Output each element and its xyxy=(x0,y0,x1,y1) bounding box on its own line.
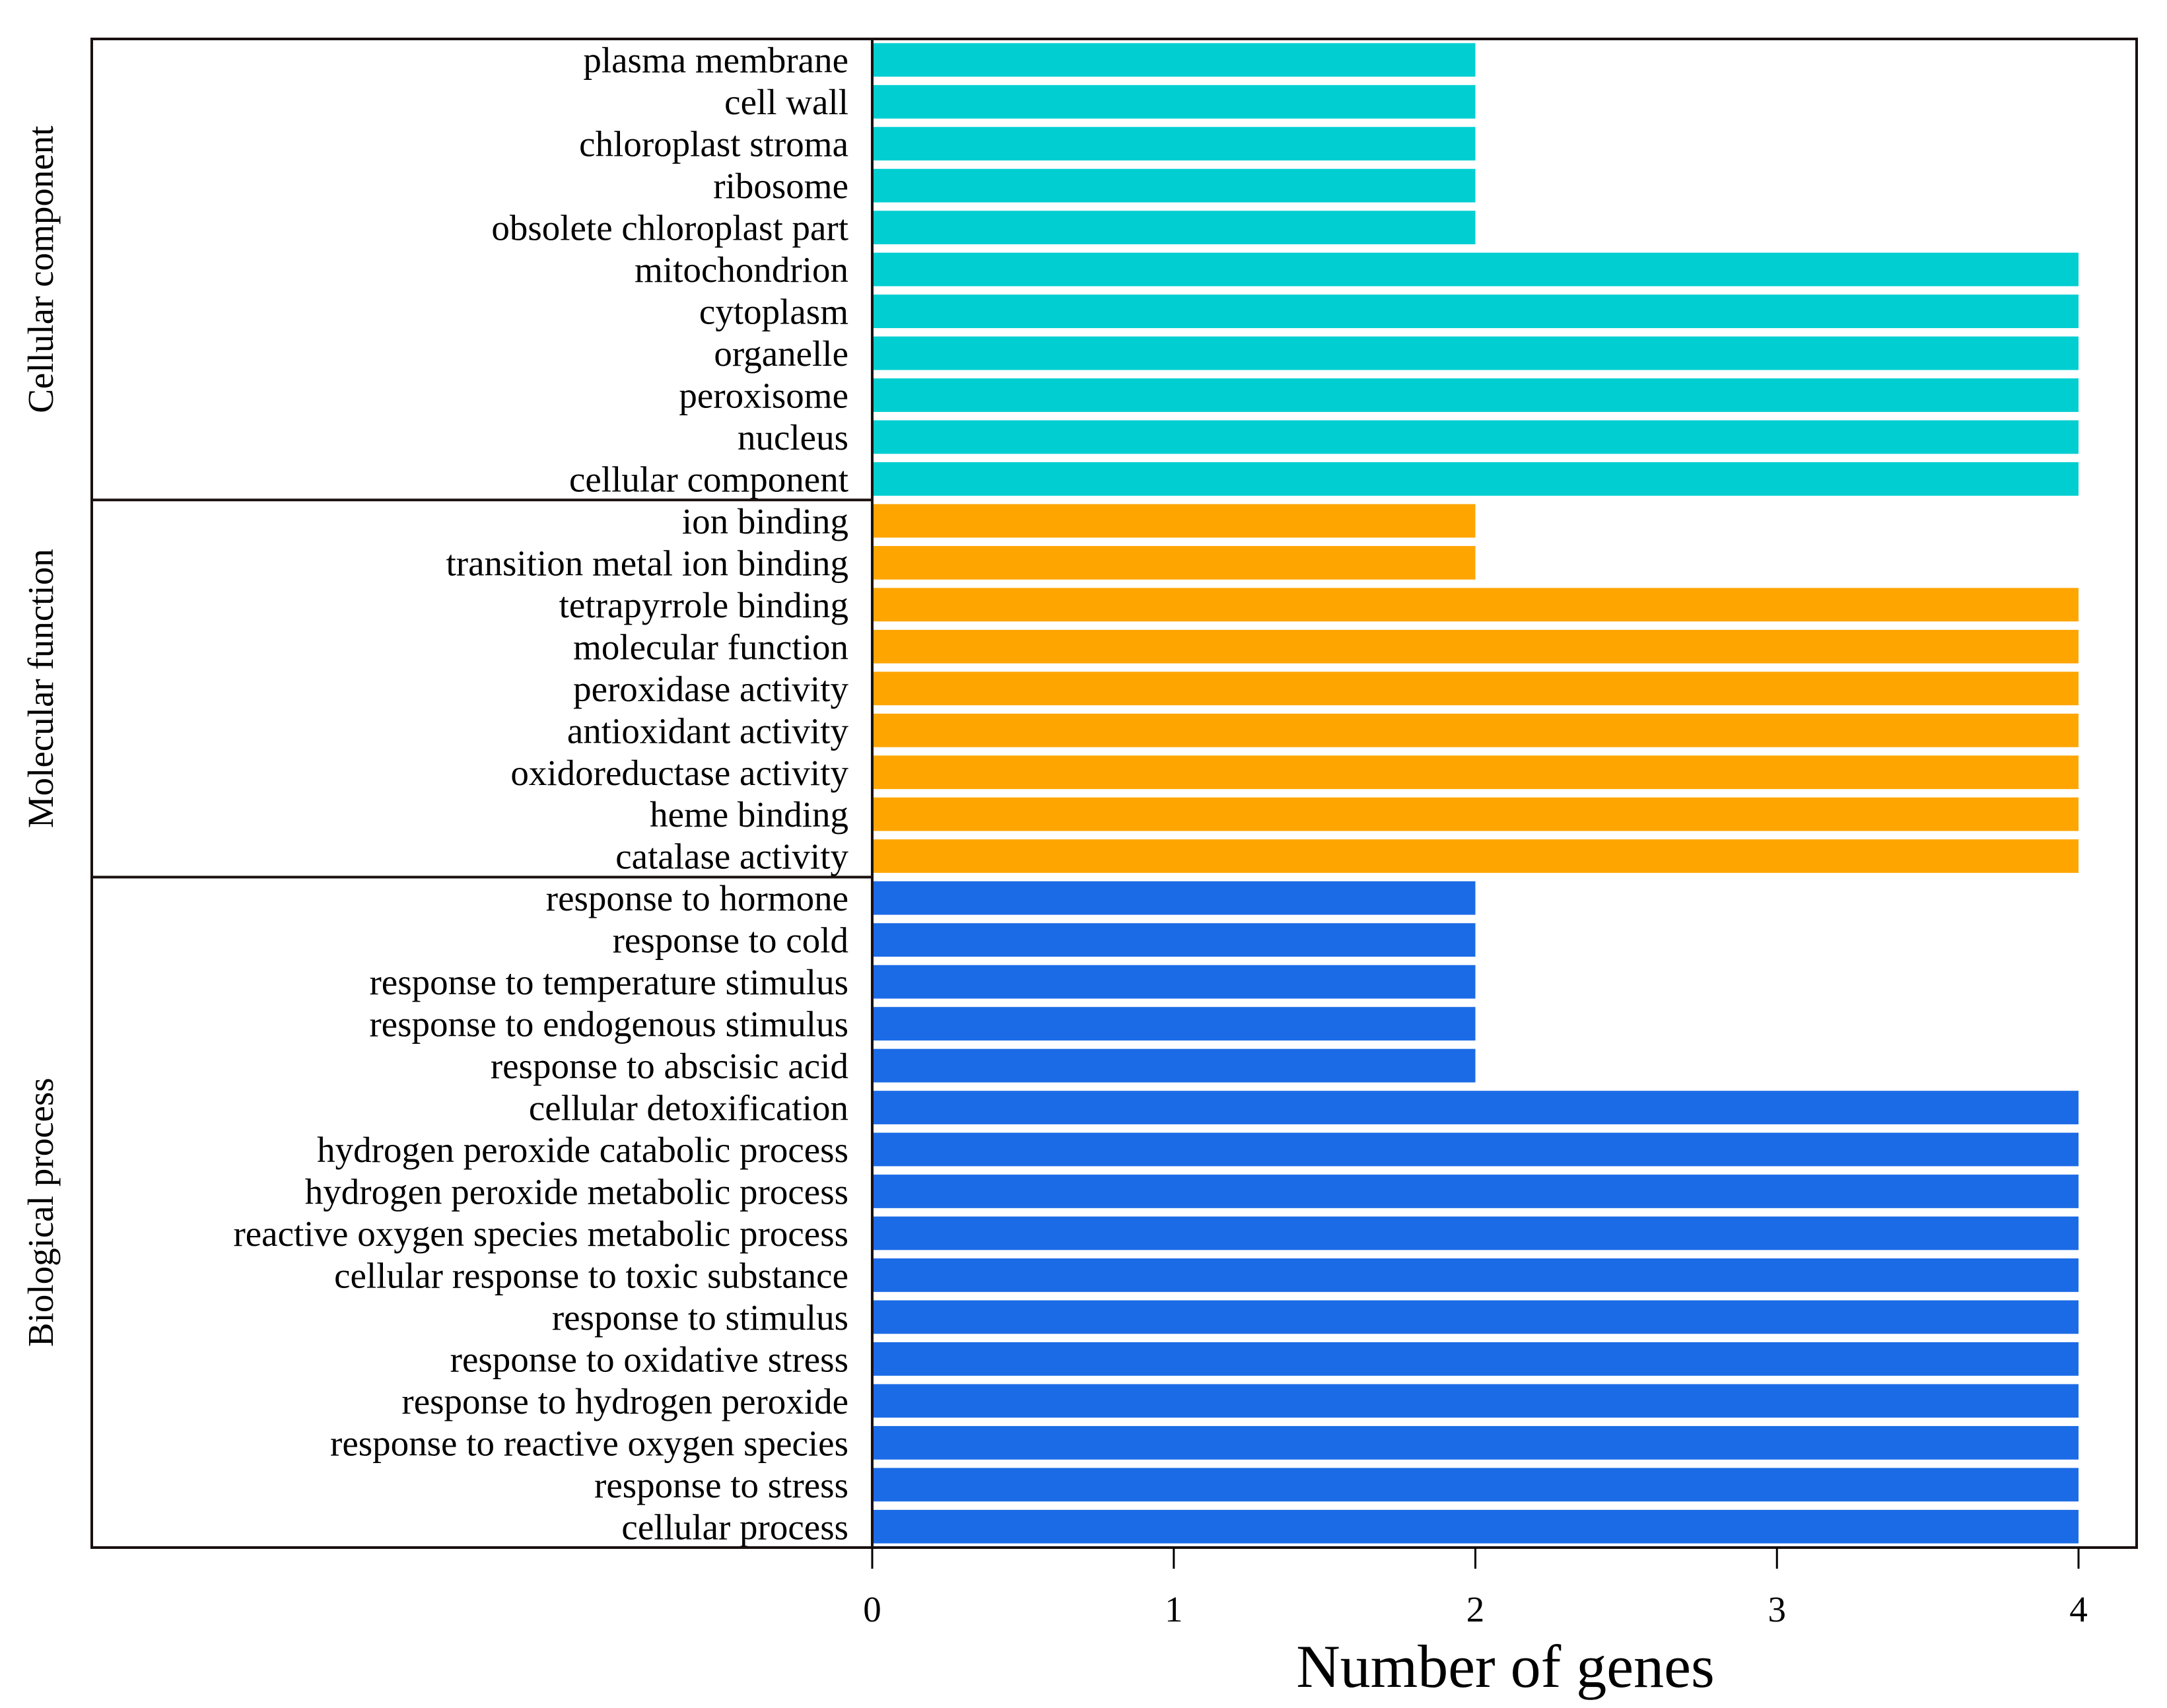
category-label: ribosome xyxy=(713,166,848,206)
category-label: cellular response to toxic substance xyxy=(334,1255,848,1295)
category-label: hydrogen peroxide metabolic process xyxy=(305,1171,848,1212)
category-label: molecular function xyxy=(573,627,848,667)
bar xyxy=(874,1091,2079,1124)
category-label: cell wall xyxy=(724,82,848,122)
category-label: antioxidant activity xyxy=(567,710,849,751)
group-label: Molecular function xyxy=(20,549,61,828)
bar xyxy=(874,1384,2079,1418)
bar xyxy=(874,252,2079,287)
category-label: transition metal ion binding xyxy=(446,543,848,583)
bar xyxy=(874,839,2079,873)
category-label: plasma membrane xyxy=(583,40,848,81)
category-label: hydrogen peroxide catabolic process xyxy=(317,1130,848,1170)
bar xyxy=(874,336,2079,370)
bar xyxy=(874,1300,2079,1334)
category-label: heme binding xyxy=(650,794,848,835)
category-label: reactive oxygen species metabolic proces… xyxy=(233,1213,848,1254)
x-tick-label: 0 xyxy=(863,1589,881,1629)
x-tick-label: 4 xyxy=(2069,1589,2088,1629)
bar xyxy=(874,588,2079,622)
category-label: peroxidase activity xyxy=(573,669,848,709)
x-tick-label: 3 xyxy=(1768,1589,1787,1629)
bar xyxy=(874,1216,2079,1250)
category-label: response to stimulus xyxy=(552,1297,848,1338)
bar xyxy=(874,797,2079,831)
bar xyxy=(874,923,1476,957)
category-label: response to oxidative stress xyxy=(450,1339,848,1379)
category-label: response to cold xyxy=(613,920,848,961)
category-label: cellular detoxification xyxy=(529,1088,848,1128)
bar xyxy=(874,127,1476,161)
bar xyxy=(874,881,1476,915)
bar xyxy=(874,713,2079,747)
category-label: response to hormone xyxy=(546,878,848,918)
bar xyxy=(874,504,1476,538)
bar xyxy=(874,629,2079,664)
category-label: mitochondrion xyxy=(635,250,848,290)
category-label: peroxisome xyxy=(679,376,848,416)
bar xyxy=(874,462,2079,496)
bar xyxy=(874,755,2079,790)
category-label: response to abscisic acid xyxy=(491,1046,848,1086)
x-tick-label: 1 xyxy=(1165,1589,1183,1629)
bar xyxy=(874,1468,2079,1502)
category-label: chloroplast stroma xyxy=(579,124,848,164)
category-label: response to hydrogen peroxide xyxy=(401,1381,848,1421)
plot-frame xyxy=(90,38,2138,1549)
category-label: nucleus xyxy=(738,417,848,458)
category-label: tetrapyrrole binding xyxy=(559,585,848,625)
category-label: response to reactive oxygen species xyxy=(330,1423,848,1463)
category-label: cellular component xyxy=(569,459,848,499)
category-label: ion binding xyxy=(682,501,848,541)
x-axis-title: Number of genes xyxy=(1296,1633,1715,1700)
bar xyxy=(874,965,1476,999)
bar xyxy=(874,1048,1476,1083)
bar xyxy=(874,1425,2079,1460)
bar xyxy=(874,1175,2079,1208)
group-label: Cellular component xyxy=(20,125,61,413)
category-label: organelle xyxy=(714,333,848,374)
group-label: Biological process xyxy=(20,1077,61,1347)
bar xyxy=(874,420,2079,454)
bar xyxy=(874,546,1476,580)
bar xyxy=(874,1132,2079,1167)
bar xyxy=(874,294,2079,328)
bar xyxy=(874,671,2079,706)
category-label: catalase activity xyxy=(615,837,848,877)
bar xyxy=(874,1258,2079,1292)
x-tick-label: 2 xyxy=(1466,1589,1485,1629)
bar xyxy=(874,168,1476,203)
category-label: obsolete chloroplast part xyxy=(491,208,848,248)
bar xyxy=(874,378,2079,412)
bar xyxy=(874,1509,2079,1544)
bar xyxy=(874,43,1476,77)
category-label: oxidoreductase activity xyxy=(510,753,848,793)
bar xyxy=(874,1007,1476,1041)
category-label: cellular process xyxy=(621,1507,848,1547)
bar xyxy=(874,211,1476,245)
category-label: response to stress xyxy=(594,1465,848,1505)
category-label: response to temperature stimulus xyxy=(369,962,848,1002)
category-label: cytoplasm xyxy=(699,292,848,332)
bar xyxy=(874,85,1476,119)
bar xyxy=(874,1342,2079,1376)
category-label: response to endogenous stimulus xyxy=(369,1004,848,1044)
